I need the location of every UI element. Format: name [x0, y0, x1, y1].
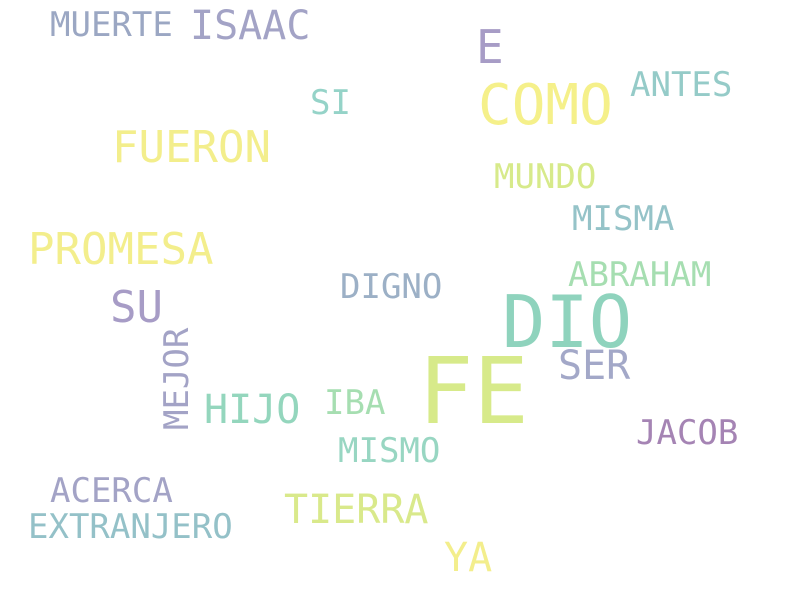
word-misma: MISMA [572, 199, 675, 239]
word-fueron: FUERON [112, 122, 271, 173]
word-isaac: ISAAC [190, 3, 311, 49]
word-hijo: HIJO [204, 387, 301, 433]
word-mismo: MISMO [338, 431, 441, 471]
word-abraham: ABRAHAM [568, 255, 712, 295]
word-si: SI [310, 83, 351, 123]
word-extranjero: EXTRANJERO [28, 507, 233, 547]
word-e: E [476, 20, 504, 74]
word-ya: YA [444, 535, 493, 581]
word-antes: ANTES [630, 65, 733, 105]
word-su: SU [110, 282, 163, 333]
word-ser: SER [558, 343, 631, 389]
word-dio: DIO [502, 280, 633, 364]
word-jacob: JACOB [636, 413, 739, 453]
word-fe: FE [418, 338, 529, 445]
word-tierra: TIERRA [284, 487, 429, 533]
word-mejor: MEJOR [157, 327, 197, 430]
word-mundo: MUNDO [494, 157, 597, 197]
word-iba: IBA [324, 383, 386, 423]
word-digno: DIGNO [340, 267, 443, 307]
word-muerte: MUERTE [50, 5, 173, 45]
word-promesa: PROMESA [28, 224, 214, 275]
word-como: COMO [478, 73, 613, 138]
word-acerca: ACERCA [50, 471, 173, 511]
